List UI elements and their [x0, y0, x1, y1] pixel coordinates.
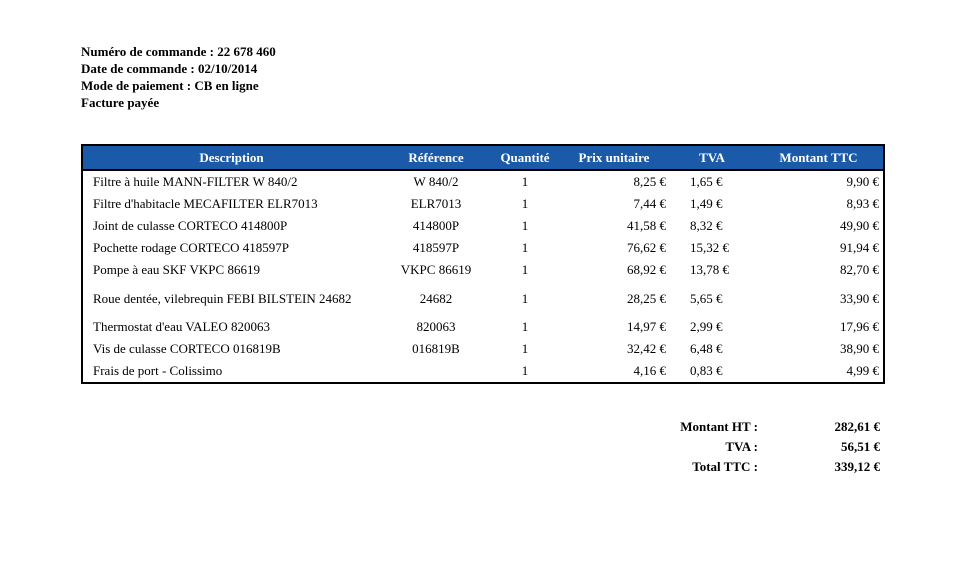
row-reference: W 840/2: [413, 174, 459, 189]
row-unit-price: 68,92 €: [627, 262, 666, 277]
table-row: Frais de port - Colissimo 1 4,16 € 0,83 …: [82, 360, 884, 383]
row-unit-price: 4,16 €: [633, 363, 667, 378]
row-total-ttc: 4,99 €: [846, 363, 880, 378]
table-row: Filtre à huile MANN-FILTER W 840/2 W 840…: [82, 170, 884, 193]
row-reference: VKPC 86619: [400, 262, 472, 277]
total-tva-label: TVA :: [725, 439, 758, 454]
row-tva: 5,65 €: [690, 290, 723, 306]
row-description: Filtre d'habitacle MECAFILTER ELR7013: [93, 196, 318, 211]
row-tva: 15,32 €: [690, 240, 729, 255]
row-unit-price: 14,97 €: [627, 319, 666, 334]
row-reference: 414800P: [412, 218, 460, 233]
row-reference: 016819B: [412, 341, 460, 356]
totals-row-tva: TVA : 56,51 €: [600, 437, 880, 457]
totals-summary: Montant HT : 282,61 € TVA : 56,51 € Tota…: [600, 417, 880, 477]
order-number: Numéro de commande : 22 678 460: [81, 44, 276, 59]
row-unit-price: 76,62 €: [627, 240, 666, 255]
payment-method: Mode de paiement : CB en ligne: [81, 78, 259, 93]
total-ttc-label: Total TTC :: [692, 459, 758, 474]
row-total-ttc: 91,94 €: [840, 240, 879, 255]
header-quantity: Quantité: [492, 145, 558, 171]
totals-row-ttc: Total TTC : 339,12 €: [600, 457, 880, 477]
row-unit-price: 7,44 €: [633, 196, 667, 211]
header-total-ttc: Montant TTC: [754, 145, 884, 171]
header-tva: TVA: [670, 145, 754, 171]
row-total-ttc: 38,90 €: [840, 341, 879, 356]
row-tva: 2,99 €: [690, 319, 723, 334]
order-info: Numéro de commande : 22 678 460 Date de …: [81, 43, 276, 111]
table-row: Roue dentée, vilebrequin FEBI BILSTEIN 2…: [82, 281, 884, 316]
row-tva: 6,48 €: [690, 341, 723, 356]
row-unit-price: 8,25 €: [633, 174, 667, 189]
row-tva: 8,32 €: [690, 218, 723, 233]
table-row: Pompe à eau SKF VKPC 86619 VKPC 86619 1 …: [82, 259, 884, 281]
table-row: Joint de culasse CORTECO 414800P 414800P…: [82, 215, 884, 237]
row-quantity: 1: [521, 196, 529, 211]
table-row: Thermostat d'eau VALEO 820063 820063 1 1…: [82, 316, 884, 338]
row-unit-price: 28,25 €: [627, 290, 666, 306]
row-reference: 418597P: [412, 240, 460, 255]
header-reference: Référence: [380, 145, 492, 171]
row-description: Pochette rodage CORTECO 418597P: [93, 240, 290, 255]
row-total-ttc: 82,70 €: [840, 262, 879, 277]
row-total-ttc: 49,90 €: [840, 218, 879, 233]
row-total-ttc: 9,90 €: [846, 174, 880, 189]
row-quantity: 1: [521, 290, 529, 306]
row-reference: ELR7013: [410, 196, 462, 211]
total-ht-label: Montant HT :: [680, 419, 758, 434]
row-description: Vis de culasse CORTECO 016819B: [93, 341, 281, 356]
row-tva: 13,78 €: [690, 262, 729, 277]
row-description: Joint de culasse CORTECO 414800P: [93, 218, 288, 233]
total-ht-value: 282,61 €: [834, 419, 881, 434]
row-description: Roue dentée, vilebrequin FEBI BILSTEIN 2…: [93, 290, 352, 306]
row-quantity: 1: [521, 363, 529, 378]
invoice-table-header: Description Référence Quantité Prix unit…: [82, 145, 884, 171]
row-description: Pompe à eau SKF VKPC 86619: [93, 262, 260, 277]
row-total-ttc: 17,96 €: [840, 319, 879, 334]
row-quantity: 1: [521, 319, 529, 334]
row-quantity: 1: [521, 240, 529, 255]
row-quantity: 1: [521, 341, 529, 356]
header-description: Description: [82, 145, 380, 171]
table-row: Filtre d'habitacle MECAFILTER ELR7013 EL…: [82, 193, 884, 215]
table-row: Vis de culasse CORTECO 016819B 016819B 1…: [82, 338, 884, 360]
total-ttc-value: 339,12 €: [834, 459, 881, 474]
total-tva-value: 56,51 €: [841, 439, 880, 454]
row-unit-price: 41,58 €: [627, 218, 666, 233]
row-reference: [380, 360, 492, 383]
row-quantity: 1: [521, 262, 529, 277]
row-description: Frais de port - Colissimo: [93, 363, 223, 378]
table-row: Pochette rodage CORTECO 418597P 418597P …: [82, 237, 884, 259]
row-description: Thermostat d'eau VALEO 820063: [93, 319, 270, 334]
row-total-ttc: 8,93 €: [846, 196, 880, 211]
order-date: Date de commande : 02/10/2014: [81, 61, 258, 76]
row-tva: 1,65 €: [690, 174, 723, 189]
invoice-table-body: Filtre à huile MANN-FILTER W 840/2 W 840…: [82, 170, 884, 383]
invoice-table: Description Référence Quantité Prix unit…: [81, 144, 885, 384]
row-tva: 0,83 €: [690, 363, 723, 378]
row-description: Filtre à huile MANN-FILTER W 840/2: [93, 174, 298, 189]
header-unit-price: Prix unitaire: [558, 145, 670, 171]
row-quantity: 1: [521, 174, 529, 189]
invoice-status: Facture payée: [81, 95, 160, 110]
row-quantity: 1: [521, 218, 529, 233]
row-unit-price: 32,42 €: [627, 341, 666, 356]
row-tva: 1,49 €: [690, 196, 723, 211]
row-total-ttc: 33,90 €: [840, 290, 879, 306]
row-reference: 24682: [419, 290, 453, 306]
row-reference: 820063: [416, 319, 456, 334]
totals-row-ht: Montant HT : 282,61 €: [600, 417, 880, 437]
